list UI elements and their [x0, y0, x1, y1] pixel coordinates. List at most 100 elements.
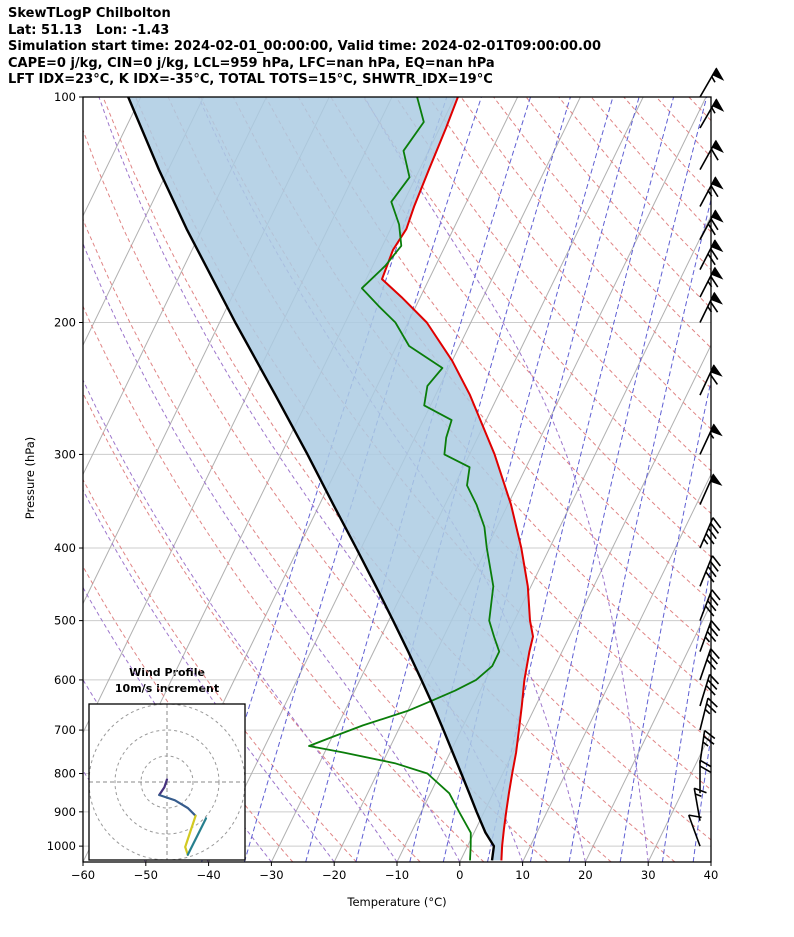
- dry-adiabat-line: [167, 97, 711, 791]
- wind-barb-full: [709, 522, 720, 534]
- x-tick-label: 30: [641, 868, 656, 882]
- wind-barb-full: [710, 218, 719, 231]
- wind-barb-staff: [699, 555, 714, 587]
- wind-barb-pennant: [710, 266, 724, 280]
- y-tick-label: 100: [54, 90, 76, 104]
- wind-barb-full: [706, 631, 717, 642]
- y-tick-label: 700: [54, 723, 76, 737]
- isotherm-line: [584, 602, 711, 862]
- wind-barb-pennant: [712, 67, 725, 81]
- moist-adiabat-line: [83, 488, 335, 862]
- wind-barb-pennant: [710, 291, 723, 305]
- wind-barb-full: [709, 275, 719, 288]
- moist-adiabat-line: [83, 242, 461, 862]
- wind-barb-full: [709, 594, 719, 606]
- dry-adiabat-line: [525, 97, 711, 310]
- hodograph-trace-segment: [186, 817, 208, 856]
- moist-adiabat-line: [363, 97, 649, 862]
- dry-adiabat-line: [558, 97, 711, 271]
- wind-barb-full: [705, 684, 716, 696]
- wind-barb-pennant: [711, 209, 724, 223]
- wind-barb-staff: [693, 788, 701, 821]
- isotherm-line: [0, 97, 78, 862]
- dry-adiabat-line: [232, 97, 711, 694]
- wind-barb-full: [711, 589, 721, 601]
- lat-lon-line: Lat: 51.13 Lon: -1.43: [8, 22, 170, 38]
- x-tick-label: −60: [71, 868, 95, 882]
- wind-barb-full: [711, 555, 721, 567]
- wind-barb-full: [706, 703, 717, 714]
- isotherm-line: [333, 97, 707, 862]
- wind-barb-half: [702, 741, 709, 747]
- wind-barb-full: [707, 223, 716, 236]
- wind-barb-full: [709, 248, 719, 261]
- wind-barb-pennant: [710, 423, 723, 437]
- mixing-ratio-line: [568, 197, 711, 862]
- wind-barb-staff: [699, 620, 713, 652]
- dry-adiabat-line: [688, 97, 711, 122]
- parcel-profile-line: [127, 97, 496, 861]
- x-tick-label: −40: [196, 868, 220, 882]
- y-tick-label: 300: [54, 447, 76, 461]
- hodograph-title: Wind Profile: [129, 666, 205, 679]
- x-tick-label: 10: [515, 868, 530, 882]
- mixing-ratio-line: [487, 97, 675, 862]
- wind-barb-full: [710, 148, 719, 161]
- x-axis-label: Temperature (°C): [347, 895, 447, 909]
- wind-barb-full: [704, 729, 716, 740]
- wind-barb-full: [699, 765, 712, 774]
- cape-indices-line: CAPE=0 j/kg, CIN=0 j/kg, LCL=959 hPa, LF…: [8, 55, 495, 71]
- dry-adiabat-line: [297, 97, 711, 602]
- hodograph-trace-segment: [158, 778, 169, 797]
- wind-barb-full: [709, 673, 720, 685]
- wind-barb-full: [707, 600, 717, 612]
- dry-adiabat-line: [83, 128, 612, 862]
- y-tick-label: 400: [54, 541, 76, 555]
- mixing-ratio-line: [619, 378, 711, 862]
- stability-indices-line: LFT IDX=23°C, K IDX=-35°C, TOTAL TOTS=15…: [8, 72, 493, 87]
- wind-barb-full: [709, 300, 719, 313]
- isotherm-line: [459, 343, 711, 862]
- wind-barb-full: [707, 527, 717, 540]
- x-tick-label: 20: [578, 868, 593, 882]
- hodograph-ring: [114, 729, 220, 835]
- x-tick-label: 0: [456, 868, 463, 882]
- hodograph-inset: [88, 703, 246, 861]
- isotherm-line: [522, 473, 711, 862]
- dry-adiabat-line: [83, 392, 421, 862]
- mixing-ratio-line: [201, 97, 448, 862]
- wind-barb-pennant: [712, 98, 725, 112]
- isotherm-line: [710, 860, 711, 862]
- temperature-profile-line: [381, 97, 534, 861]
- wind-barb-half: [709, 432, 715, 439]
- wind-barb-pennant: [710, 364, 723, 377]
- x-tick-label: −50: [134, 868, 158, 882]
- dry-adiabat-line: [590, 97, 711, 233]
- wind-barb-half: [704, 636, 711, 643]
- wind-barb-half: [711, 76, 716, 83]
- wind-barb-full: [699, 759, 712, 768]
- x-tick-label: −10: [385, 868, 409, 882]
- dry-adiabat-line: [200, 97, 711, 742]
- wind-barb-full: [707, 679, 718, 691]
- wind-barb-full: [709, 560, 719, 572]
- wind-barb-half: [695, 793, 702, 797]
- wind-barb-half: [707, 280, 713, 288]
- sounding-profiles: [127, 97, 534, 861]
- wind-barb-full: [705, 533, 715, 545]
- wind-barb-full: [710, 648, 720, 660]
- wind-barb-pennant: [711, 139, 724, 154]
- y-tick-label: 1000: [47, 839, 76, 853]
- mixing-ratio-line: [661, 562, 711, 862]
- moist-adiabat-line: [83, 378, 398, 862]
- time-line: Simulation start time: 2024-02-01_00:00:…: [8, 39, 601, 54]
- wind-barb-pennant: [709, 473, 723, 486]
- x-tick-label: 40: [704, 868, 719, 882]
- hodograph-trace-segment: [184, 814, 197, 856]
- wind-barb-full: [707, 697, 718, 708]
- wind-barb-full: [704, 605, 715, 617]
- wind-barbs: [687, 67, 725, 847]
- hodograph-trace-segment: [158, 793, 197, 817]
- wind-barb-full: [709, 373, 719, 385]
- mixing-ratio-line: [529, 97, 708, 862]
